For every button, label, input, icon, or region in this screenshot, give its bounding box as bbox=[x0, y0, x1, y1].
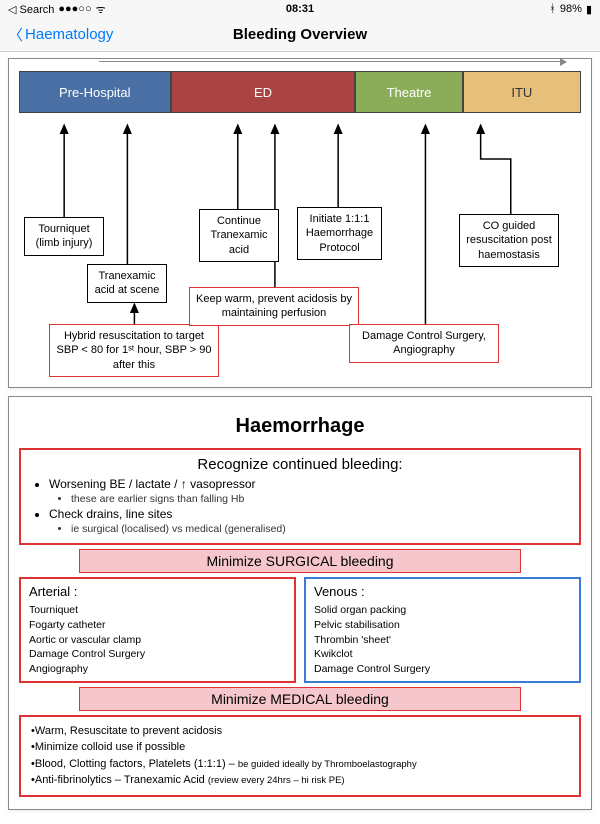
timeline-progress-arrow bbox=[99, 61, 561, 62]
recognize-box: Recognize continued bleeding: Worsening … bbox=[19, 448, 581, 545]
box-hybrid: Hybrid resuscitation to target SBP < 80 … bbox=[49, 324, 219, 377]
phase-theatre: Theatre bbox=[355, 71, 462, 113]
recognize-sub-2: ie surgical (localised) vs medical (gene… bbox=[71, 523, 569, 535]
haemorrhage-panel: Haemorrhage Recognize continued bleeding… bbox=[8, 396, 592, 810]
box-dcs: Damage Control Surgery, Angiography bbox=[349, 324, 499, 363]
signal-dots: ●●●○○ bbox=[58, 3, 91, 15]
wifi-icon: ᯤ bbox=[96, 2, 106, 17]
back-button[interactable]: 〈 Haematology bbox=[8, 24, 113, 45]
venous-heading: Venous : bbox=[314, 583, 571, 601]
navigation-bar: 〈 Haematology Bleeding Overview bbox=[0, 18, 600, 52]
medical-box: •Warm, Resuscitate to prevent acidosis •… bbox=[19, 715, 581, 797]
medical-l2: •Minimize colloid use if possible bbox=[31, 739, 569, 756]
page-title: Bleeding Overview bbox=[233, 26, 367, 43]
flow-diagram: Tourniquet (limb injury) Tranexamic acid … bbox=[19, 119, 581, 379]
venous-l1: Solid organ packing bbox=[314, 603, 571, 618]
medical-l1: •Warm, Resuscitate to prevent acidosis bbox=[31, 723, 569, 740]
arterial-l5: Angiography bbox=[29, 662, 286, 677]
arterial-l2: Fogarty catheter bbox=[29, 618, 286, 633]
recognize-heading: Recognize continued bleeding: bbox=[31, 456, 569, 473]
timeline-panel: Pre-HospitalEDTheatreITU Tourniquet (lim… bbox=[8, 58, 592, 388]
recognize-sub-1: these are earlier signs than falling Hb bbox=[71, 493, 569, 505]
haemorrhage-title: Haemorrhage bbox=[19, 415, 581, 438]
content-scroll[interactable]: Pre-HospitalEDTheatreITU Tourniquet (lim… bbox=[0, 52, 600, 824]
recognize-bullet-1: Worsening BE / lactate / ↑ vasopressor bbox=[49, 477, 569, 491]
back-to-search[interactable]: ◁ Search bbox=[8, 3, 54, 16]
venous-l4: Kwikclot bbox=[314, 647, 571, 662]
ios-status-bar: ◁ Search ●●●○○ ᯤ 08:31 ᚼ 98% ▮ bbox=[0, 0, 600, 18]
box-cont_txa: Continue Tranexamic acid bbox=[199, 209, 279, 262]
phase-itu: ITU bbox=[463, 71, 581, 113]
box-keep_warm: Keep warm, prevent acidosis by maintaini… bbox=[189, 287, 359, 326]
box-tourniquet: Tourniquet (limb injury) bbox=[24, 217, 104, 256]
medical-l3: •Blood, Clotting factors, Platelets (1:1… bbox=[31, 756, 569, 773]
chevron-left-icon: 〈 bbox=[8, 24, 23, 45]
medical-l4: •Anti-fibrinolytics – Tranexamic Acid (r… bbox=[31, 772, 569, 789]
box-initiate: Initiate 1:1:1 Haemorrhage Protocol bbox=[297, 207, 382, 260]
venous-l2: Pelvic stabilisation bbox=[314, 618, 571, 633]
timeline-phases: Pre-HospitalEDTheatreITU bbox=[19, 71, 581, 113]
surgical-columns: Arterial : Tourniquet Fogarty catheter A… bbox=[19, 577, 581, 683]
back-label: Haematology bbox=[25, 26, 113, 43]
arterial-heading: Arterial : bbox=[29, 583, 286, 601]
arterial-box: Arterial : Tourniquet Fogarty catheter A… bbox=[19, 577, 296, 683]
minimize-medical-banner: Minimize MEDICAL bleeding bbox=[79, 687, 521, 711]
venous-box: Venous : Solid organ packing Pelvic stab… bbox=[304, 577, 581, 683]
box-co_guided: CO guided resuscitation post haemostasis bbox=[459, 214, 559, 267]
bluetooth-icon: ᚼ bbox=[549, 3, 556, 15]
arterial-l3: Aortic or vascular clamp bbox=[29, 633, 286, 648]
status-time: 08:31 bbox=[286, 3, 314, 15]
phase-ed: ED bbox=[171, 71, 356, 113]
phase-pre-hospital: Pre-Hospital bbox=[19, 71, 171, 113]
battery-icon: ▮ bbox=[586, 3, 592, 16]
arterial-l1: Tourniquet bbox=[29, 603, 286, 618]
arterial-l4: Damage Control Surgery bbox=[29, 647, 286, 662]
recognize-bullet-2: Check drains, line sites bbox=[49, 507, 569, 521]
minimize-surgical-banner: Minimize SURGICAL bleeding bbox=[79, 549, 521, 573]
venous-l3: Thrombin 'sheet' bbox=[314, 633, 571, 648]
box-txa_scene: Tranexamic acid at scene bbox=[87, 264, 167, 303]
venous-l5: Damage Control Surgery bbox=[314, 662, 571, 677]
battery-percent: 98% bbox=[560, 3, 582, 15]
